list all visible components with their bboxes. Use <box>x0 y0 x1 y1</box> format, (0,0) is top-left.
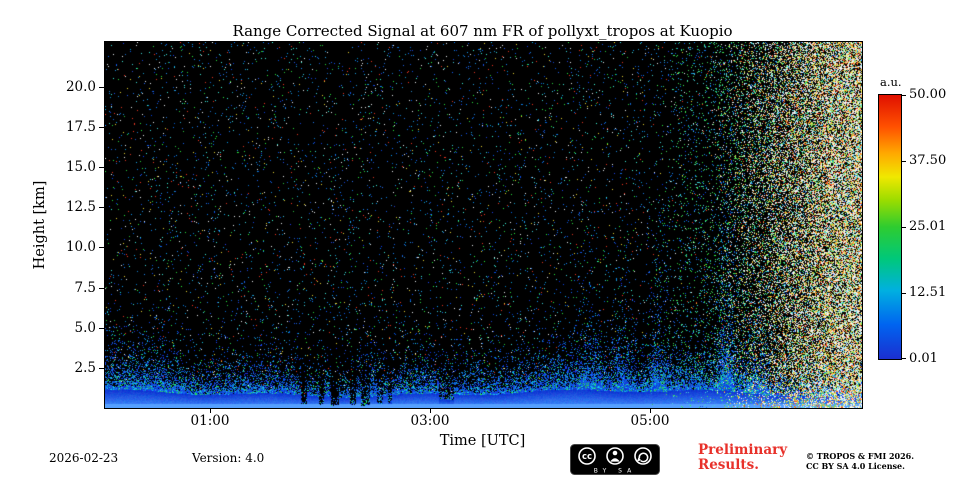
colorbar-tick-mark <box>902 95 906 96</box>
x-tick-mark <box>430 409 431 413</box>
x-axis-label: Time [UTC] <box>439 433 526 449</box>
y-tick-label: 12.5 <box>65 199 96 215</box>
y-tick-mark <box>99 247 104 248</box>
badge-by-sa-label: BY SA <box>594 468 636 475</box>
y-tick-label: 17.5 <box>65 119 96 135</box>
x-tick-mark <box>650 409 651 413</box>
colorbar-tick-mark <box>902 293 906 294</box>
sa-icon <box>634 447 652 465</box>
x-tick-mark <box>210 409 211 413</box>
svg-text:cc: cc <box>582 452 592 462</box>
copyright-line1: © TROPOS & FMI 2026. <box>806 451 915 461</box>
y-tick-label: 5.0 <box>74 320 96 336</box>
y-axis-label: Height [km] <box>32 180 48 270</box>
y-tick-mark <box>99 167 104 168</box>
heatmap-canvas <box>105 42 862 408</box>
colorbar-tick-mark <box>902 227 906 228</box>
y-tick-label: 20.0 <box>65 79 96 95</box>
x-tick-label: 05:00 <box>630 413 670 429</box>
preliminary-line2: Results. <box>698 457 759 473</box>
colorbar-unit-label: a.u. <box>880 75 902 89</box>
y-tick-mark <box>99 87 104 88</box>
cc-license-badge: cc BY SA <box>570 444 660 475</box>
colorbar-tick-mark <box>902 161 906 162</box>
colorbar-tick-label: 0.01 <box>909 351 938 366</box>
y-tick-mark <box>99 328 104 329</box>
cc-icon: cc <box>578 447 596 465</box>
colorbar-tick-label: 37.50 <box>909 153 947 168</box>
plot-area <box>104 41 863 409</box>
y-tick-mark <box>99 288 104 289</box>
x-tick-label: 03:00 <box>410 413 450 429</box>
chart-title: Range Corrected Signal at 607 nm FR of p… <box>232 22 733 40</box>
y-tick-mark <box>99 207 104 208</box>
measurement-date: 2026-02-23 <box>49 451 119 465</box>
preliminary-line1: Preliminary <box>698 442 788 458</box>
colorbar <box>878 94 902 360</box>
colorbar-tick-label: 12.51 <box>909 285 947 300</box>
y-tick-label: 10.0 <box>65 239 96 255</box>
by-person-icon <box>606 447 624 465</box>
preliminary-results-note: Preliminary Results. <box>698 443 787 473</box>
y-tick-mark <box>99 127 104 128</box>
y-tick-label: 2.5 <box>74 360 96 376</box>
y-tick-label: 7.5 <box>74 280 96 296</box>
version-label: Version: 4.0 <box>192 451 265 465</box>
copyright-note: © TROPOS & FMI 2026. CC BY SA 4.0 Licens… <box>806 451 915 471</box>
y-tick-mark <box>99 368 104 369</box>
y-tick-label: 15.0 <box>65 159 96 175</box>
colorbar-tick-mark <box>902 358 906 359</box>
colorbar-tick-label: 50.00 <box>909 87 947 102</box>
colorbar-tick-label: 25.01 <box>909 219 947 234</box>
copyright-line2: CC BY SA 4.0 License. <box>806 460 905 471</box>
x-tick-label: 01:00 <box>190 413 230 429</box>
